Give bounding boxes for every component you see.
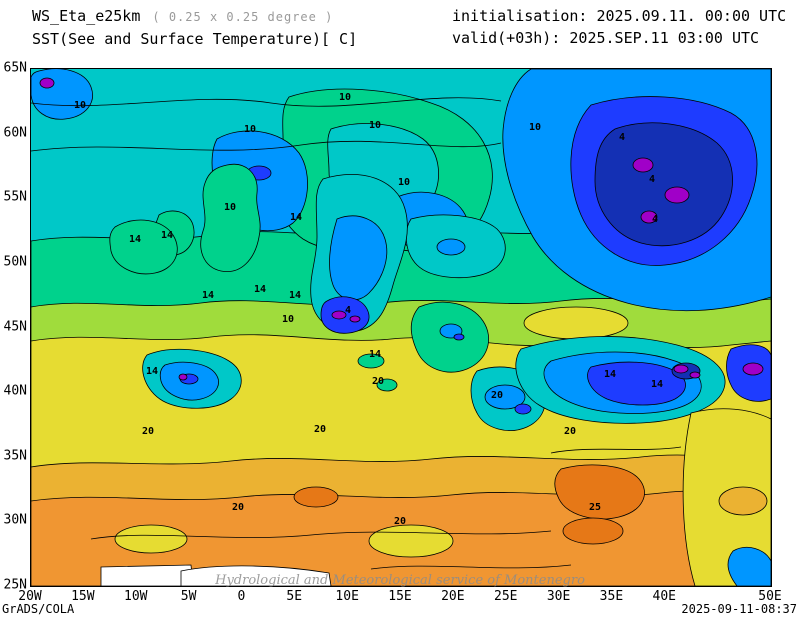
model-name: WS_Eta_e25km (32, 7, 141, 25)
x-tick-label: 40E (652, 589, 676, 604)
iberia-cold-patch (142, 348, 242, 409)
x-tick-label: 5E (286, 589, 303, 604)
x-tick-label: 0 (237, 589, 246, 604)
y-tick-label: 40N (3, 383, 27, 399)
x-tick-label: 15E (388, 589, 412, 604)
grid-resolution: ( 0.25 x 0.25 degree ) (152, 10, 334, 24)
y-tick-label: 65N (3, 60, 27, 76)
x-tick-label: 20E (441, 589, 465, 604)
x-tick-label: 10W (123, 589, 148, 604)
y-tick-label: 45N (3, 319, 27, 334)
y-tick-label: 25N (3, 577, 27, 593)
x-tick-label: 35E (599, 589, 624, 604)
y-tick-label: 50N (3, 254, 27, 270)
y-tick-label: 60N (3, 125, 27, 141)
x-tick-label: 15W (71, 589, 95, 604)
y-tick-label: 35N (3, 448, 27, 464)
anatolia-caucasus-region (515, 336, 771, 424)
italy-balkans-region (357, 301, 490, 392)
header-right: initialisation: 2025.09.11. 00:00 UTC va… (452, 5, 786, 49)
variable-title: SST(See and Surface Temperature)[ C] (32, 30, 358, 48)
map-frame (30, 68, 772, 587)
header-line1: WS_Eta_e25km ( 0.25 x 0.25 degree ) (32, 5, 357, 28)
x-tick-label: 10E (335, 589, 359, 604)
header-left: WS_Eta_e25km ( 0.25 x 0.25 degree ) SST(S… (32, 5, 357, 50)
middle-east-region (682, 408, 771, 586)
x-tick-label: 25E (493, 589, 518, 604)
valid-time: valid(+03h): 2025.SEP.11 03:00 UTC (452, 29, 760, 47)
grads-credit: GrADS/COLA (2, 602, 75, 616)
british-isles-region (31, 69, 308, 275)
initialisation-time: initialisation: 2025.09.11. 00:00 UTC (452, 7, 787, 25)
generation-timestamp: 2025-09-11-08:37 (681, 602, 797, 616)
y-tick-label: 30N (3, 512, 27, 528)
black-sea-region (523, 306, 629, 340)
cold-region-northeast-europe (502, 69, 771, 312)
y-tick-label: 55N (3, 189, 27, 205)
central-europe-cold-tongue (310, 174, 506, 334)
temperature-contour-map (31, 69, 771, 586)
x-tick-label: 5W (180, 589, 197, 604)
x-tick-label: 30E (546, 589, 571, 604)
extra-contour-lines (31, 97, 682, 570)
